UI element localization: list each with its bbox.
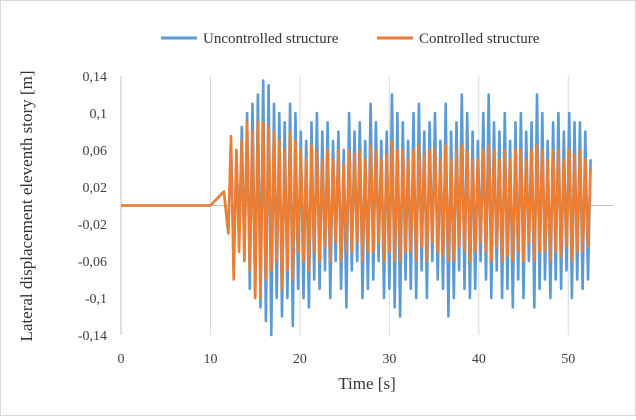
legend-label-uncontrolled: Uncontrolled structure (203, 31, 339, 47)
x-tick-label: 50 (561, 352, 575, 367)
y-tick-label: 0,1 (90, 107, 108, 122)
x-tick-label: 20 (293, 352, 307, 367)
y-tick-label: 0,02 (83, 181, 108, 196)
x-tick-label: 10 (203, 352, 217, 367)
series-line-controlled (121, 121, 592, 300)
y-axis-title: Lateral displacement eleventh story [m] (17, 71, 36, 342)
series-line-uncontrolled (121, 79, 592, 337)
x-axis-title: Time [s] (338, 374, 395, 393)
y-tick-label: 0,14 (83, 70, 108, 85)
legend-label-controlled: Controlled structure (419, 31, 540, 47)
y-tick-label: -0,06 (78, 255, 107, 270)
legend: Uncontrolled structure Controlled struct… (161, 31, 540, 47)
y-tick-label: -0,1 (85, 292, 107, 307)
x-tick-label: 30 (382, 352, 396, 367)
series-lines (121, 79, 592, 337)
y-tick-label: -0,14 (78, 329, 107, 344)
y-tick-label: 0,06 (83, 144, 108, 159)
x-tick-label: 40 (472, 352, 486, 367)
tick-labels: 0 10 20 30 40 50 -0,14 -0,1 -0,06 -0,02 0,02 0,06 0,… (78, 70, 575, 367)
x-tick-label: 0 (118, 352, 125, 367)
y-tick-label: -0,02 (78, 218, 107, 233)
